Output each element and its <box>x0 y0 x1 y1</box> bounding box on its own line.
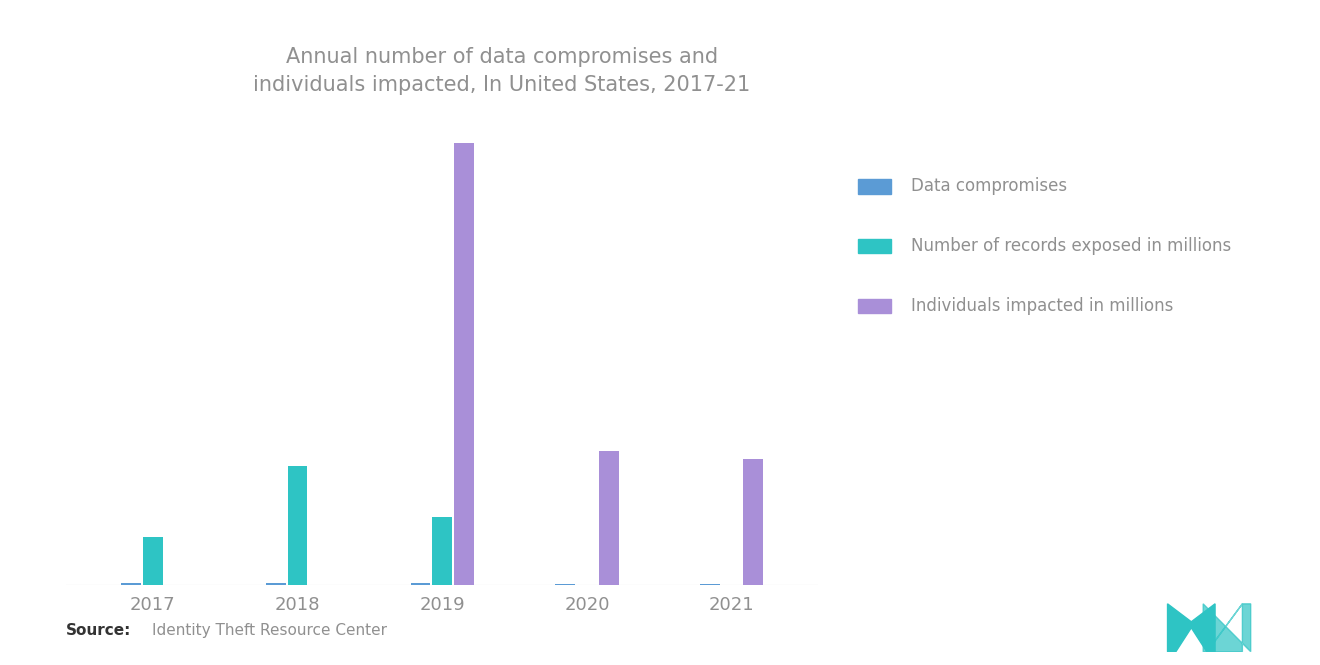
Text: Source:: Source: <box>66 623 132 638</box>
Polygon shape <box>1167 604 1214 652</box>
Bar <box>556 584 576 585</box>
Polygon shape <box>1203 604 1250 652</box>
Text: Individuals impacted in millions: Individuals impacted in millions <box>911 297 1173 315</box>
Bar <box>411 583 430 585</box>
Bar <box>743 459 763 585</box>
Bar <box>265 583 286 585</box>
Text: Data compromises: Data compromises <box>911 177 1067 196</box>
Text: Number of records exposed in millions: Number of records exposed in millions <box>911 237 1232 255</box>
Bar <box>143 537 162 585</box>
Text: Annual number of data compromises and
individuals impacted, In United States, 20: Annual number of data compromises and in… <box>253 47 750 94</box>
Bar <box>454 143 474 585</box>
Bar <box>121 583 141 585</box>
Bar <box>700 584 719 585</box>
Text: Identity Theft Resource Center: Identity Theft Resource Center <box>152 623 387 638</box>
Bar <box>288 466 308 585</box>
Bar <box>598 452 619 585</box>
Bar <box>432 517 453 585</box>
